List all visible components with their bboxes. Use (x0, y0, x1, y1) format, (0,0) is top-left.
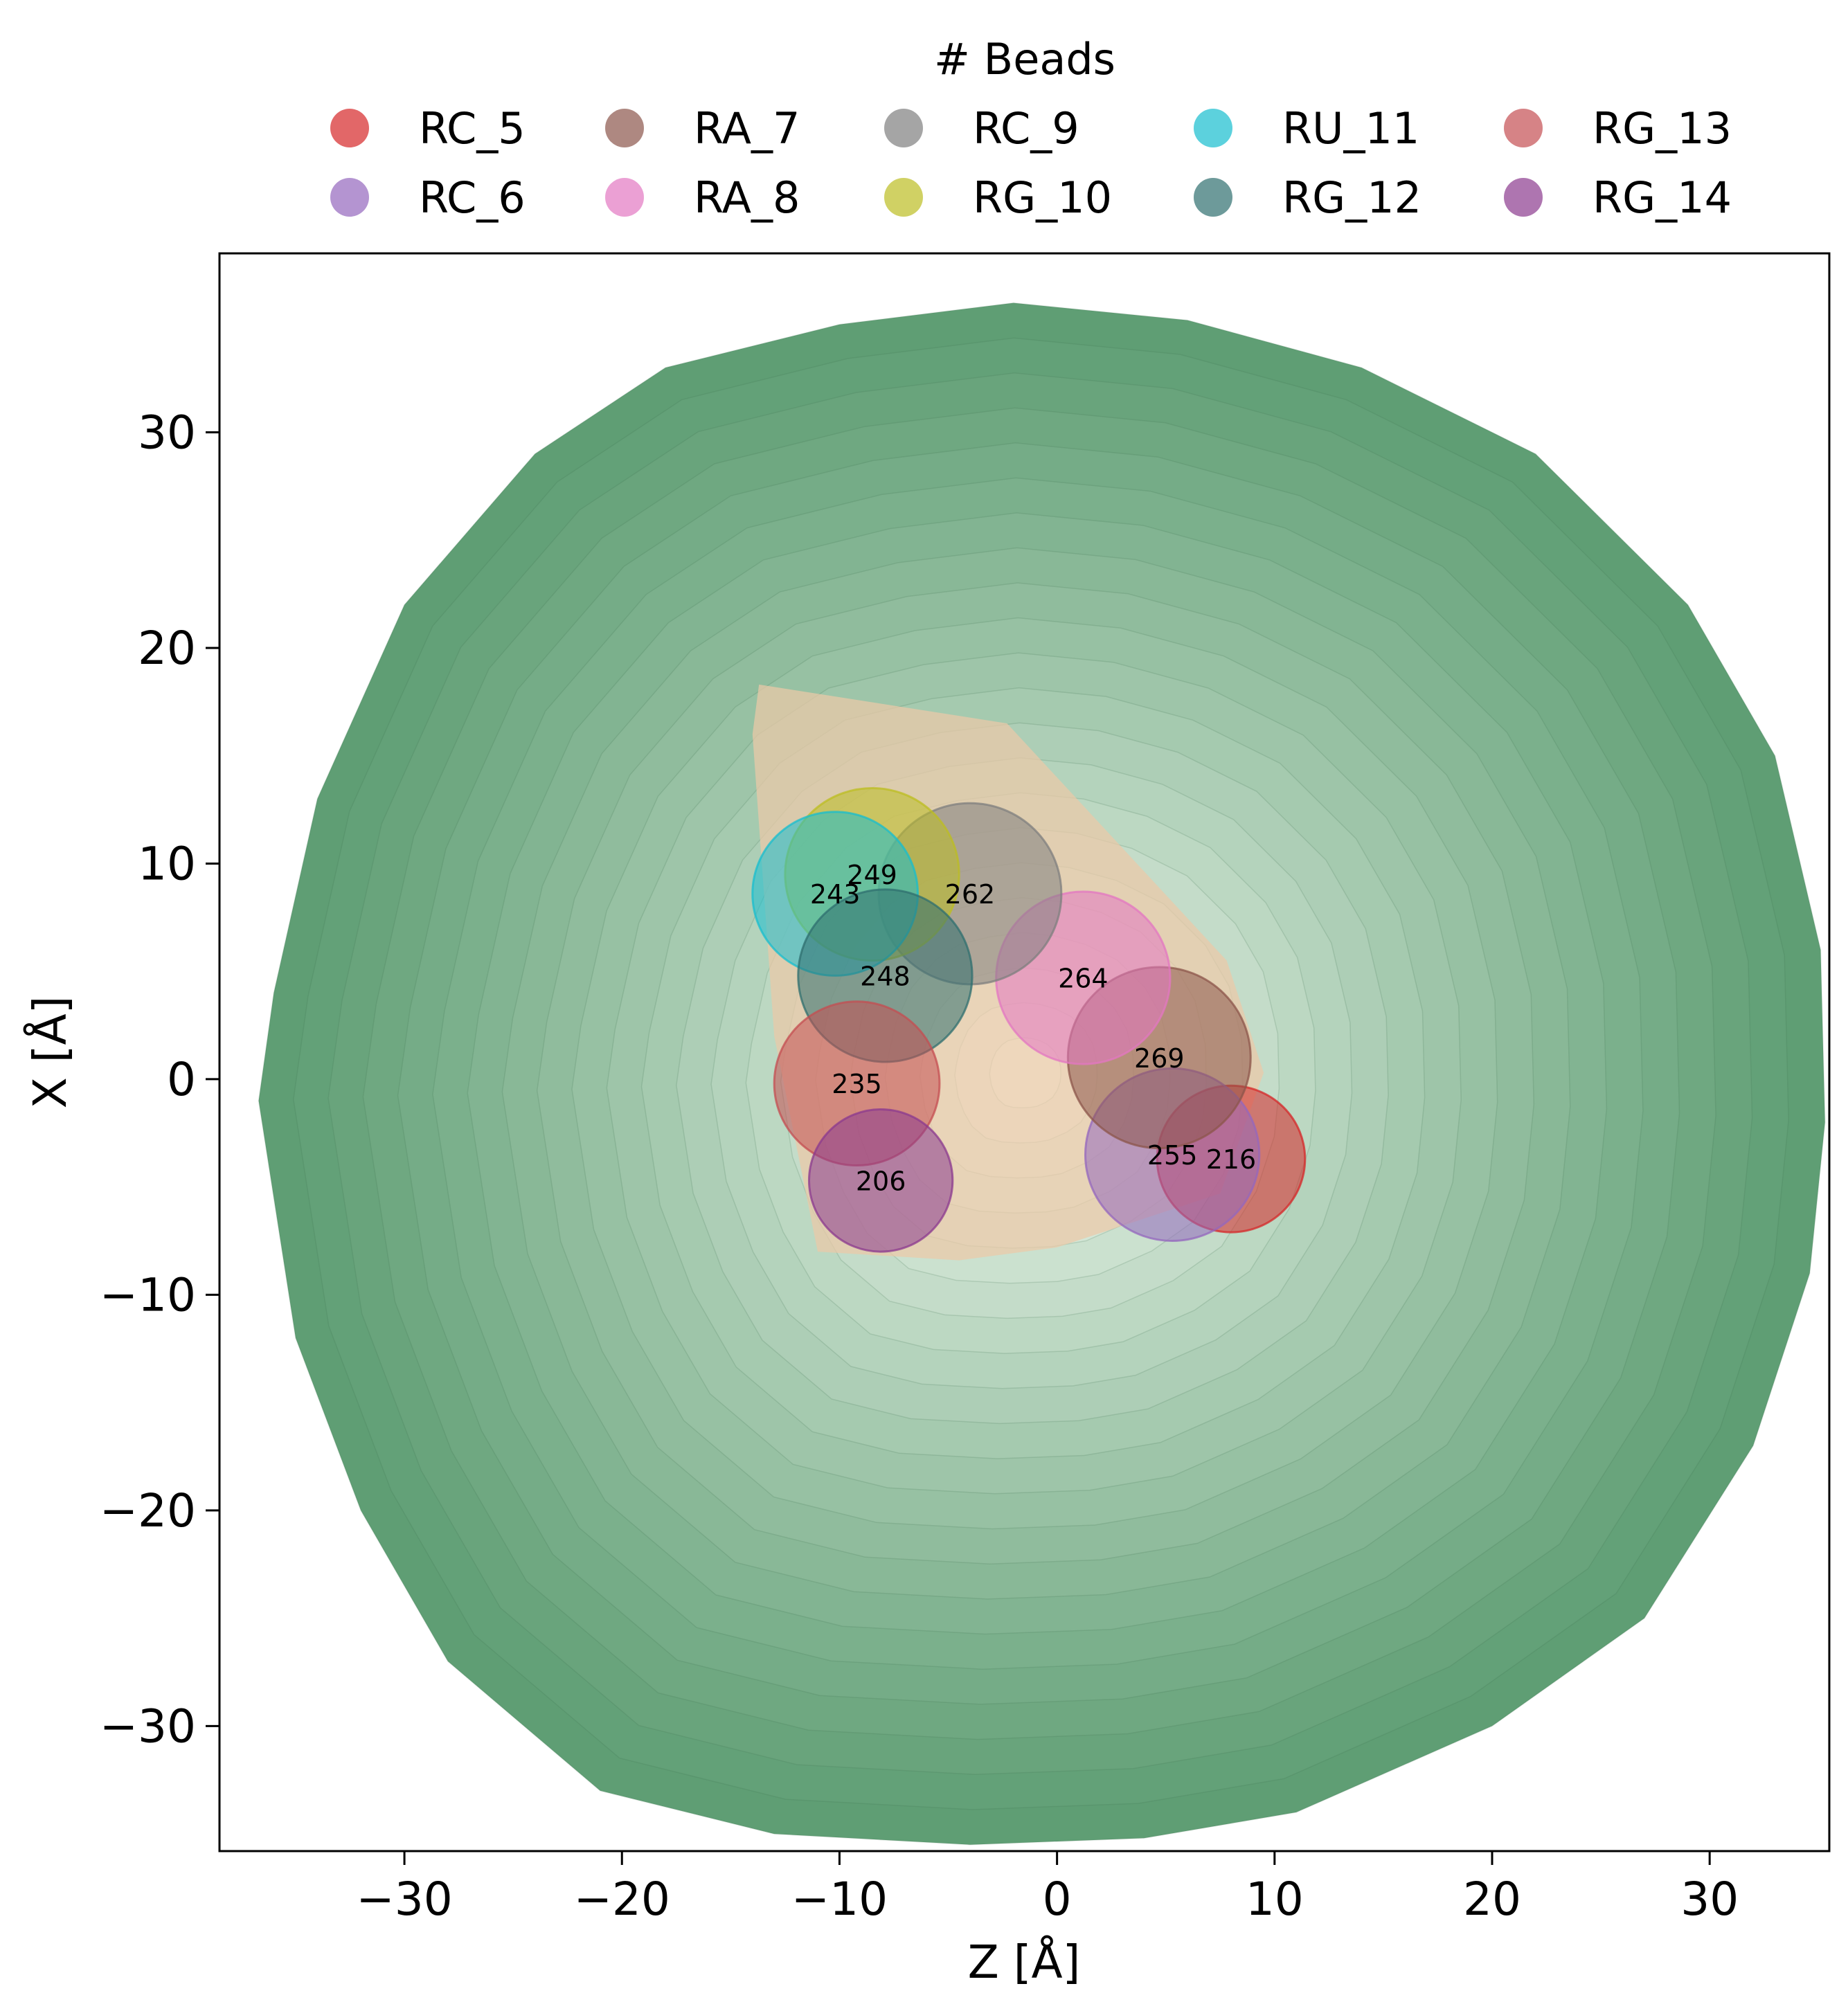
legend-label-RG_13: RG_13 (1593, 103, 1732, 154)
legend-marker-RG_14 (1504, 178, 1543, 217)
bead-label-RC_5: 216 (1206, 1144, 1257, 1175)
legend-marker-RA_8 (605, 178, 644, 217)
legend-label-RA_8: RA_8 (694, 172, 800, 223)
bead-label-RG_12: 248 (860, 961, 910, 991)
bead-label-RA_8: 264 (1058, 964, 1109, 994)
legend-marker-RG_10 (884, 178, 923, 217)
x-tick-label: 0 (1043, 1873, 1072, 1926)
y-tick-label: −20 (100, 1484, 196, 1537)
legend-marker-RG_12 (1194, 178, 1232, 217)
legend-label-RG_14: RG_14 (1593, 172, 1732, 223)
beads (751, 786, 1307, 1253)
x-tick-label: 30 (1680, 1873, 1739, 1926)
y-tick-label: −30 (100, 1699, 196, 1753)
x-tick-label: −20 (574, 1873, 670, 1926)
bead-label-RU_11: 243 (810, 879, 861, 910)
bead-label-RG_13: 235 (832, 1069, 882, 1099)
x-tick-label: −30 (356, 1873, 452, 1926)
legend-marker-RU_11 (1194, 109, 1232, 147)
legend-label-RU_11: RU_11 (1282, 103, 1419, 154)
legend-title: # Beads (934, 34, 1115, 84)
bead-label-RA_7: 269 (1134, 1043, 1185, 1074)
x-axis: −30 −20 −10 0 10 20 30 (356, 1851, 1739, 1926)
x-tick-label: −10 (791, 1873, 888, 1926)
x-axis-label: Z [Å] (968, 1936, 1081, 1989)
y-tick-label: 30 (138, 406, 196, 460)
x-tick-label: 20 (1463, 1873, 1521, 1926)
bead-RG_14 (807, 1108, 954, 1253)
y-axis: −30 −20 −10 0 10 20 30 (100, 406, 219, 1753)
y-tick-label: −10 (100, 1268, 196, 1322)
legend: # Beads RC_5 RC_6 RA_7 RA_8 RC_9 RG_10 RU_11 RG… (330, 34, 1732, 223)
legend-marker-RA_7 (605, 109, 644, 147)
legend-marker-RG_13 (1504, 109, 1543, 147)
plot-frame (218, 252, 1831, 1852)
bead-label-RC_9: 262 (945, 879, 996, 910)
bead-label-RG_14: 206 (856, 1166, 906, 1196)
x-tick-label: 10 (1246, 1873, 1304, 1926)
bead-label-RC_6: 255 (1147, 1140, 1198, 1171)
legend-label-RG_10: RG_10 (973, 172, 1112, 223)
legend-label-RC_6: RC_6 (419, 172, 526, 223)
y-tick-label: 20 (138, 622, 196, 675)
legend-label-RC_5: RC_5 (419, 103, 526, 154)
legend-marker-RC_6 (330, 178, 369, 217)
legend-label-RA_7: RA_7 (694, 103, 800, 154)
legend-label-RC_9: RC_9 (973, 103, 1079, 154)
legend-marker-RC_5 (330, 109, 369, 147)
y-axis-label: X [Å] (24, 996, 77, 1109)
legend-marker-RC_9 (884, 109, 923, 147)
legend-label-RG_12: RG_12 (1282, 172, 1421, 223)
bead-label-RG_10: 249 (847, 860, 897, 890)
y-tick-label: 10 (138, 837, 196, 890)
y-tick-label: 0 (167, 1053, 196, 1106)
